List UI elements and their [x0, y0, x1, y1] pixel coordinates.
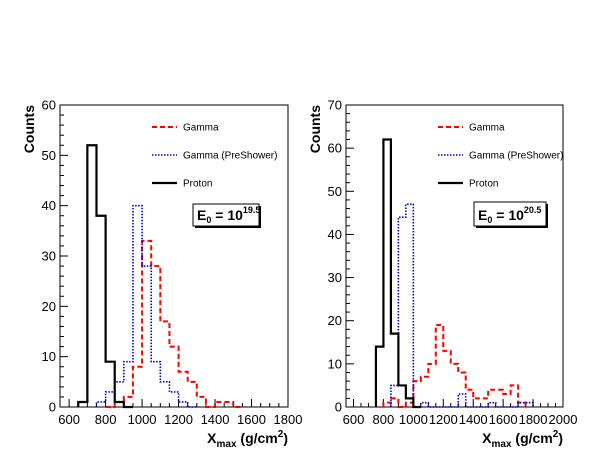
legend-label: Proton: [183, 179, 212, 190]
energy-label: E0 = 1020.5: [478, 205, 541, 225]
chart-panel-2: 600 800 1000 1200 1400 1600 1800 2000 0 10 20 30 40 5…: [307, 98, 577, 449]
energy-box: [192, 203, 260, 227]
legend-box: [146, 110, 280, 200]
y-tick-label: 60: [42, 98, 56, 113]
x-tick-label: 1800: [519, 412, 548, 427]
y-tick-label: 10: [42, 349, 56, 364]
histogram-proton: [77, 144, 133, 409]
energy-label: E0 = 1019.5: [197, 205, 260, 225]
histogram-proton: [374, 138, 421, 409]
y-axis-title: Counts: [307, 105, 323, 153]
legend-label: Gamma: [183, 123, 219, 134]
histogram-gamma: [105, 239, 243, 408]
x-tick-label: 1600: [489, 412, 518, 427]
chart-panel-1: 600 800 1000 1200 1400 1600 1800 0 10 20 30 40 50 60 C…: [21, 98, 302, 449]
y-tick-label: 40: [328, 227, 342, 242]
y-tick-label: 50: [42, 148, 56, 163]
y-tick-label: 10: [328, 356, 342, 371]
x-tick-label: 1200: [429, 412, 458, 427]
histogram-gamma-preshower: [390, 203, 534, 408]
x-tick-label: 1200: [164, 412, 193, 427]
histogram-gamma: [382, 324, 527, 408]
y-tick-label: 40: [42, 198, 56, 213]
x-tick-label: 1000: [399, 412, 428, 427]
x-axis-title: Xmax (g/cm2): [207, 429, 288, 449]
legend: Gamma Gamma (PreShower) Proton: [432, 110, 563, 200]
y-tick-label: 20: [42, 299, 56, 314]
x-tick-label: 800: [95, 412, 117, 427]
histogram-gamma-preshower: [95, 204, 197, 408]
y-tick-label: 50: [328, 184, 342, 199]
x-tick-label: 2000: [549, 412, 578, 427]
legend-label: Proton: [469, 179, 498, 190]
legend-label: Gamma (PreShower): [183, 151, 277, 162]
x-tick-label: 600: [343, 412, 365, 427]
y-tick-label: 20: [328, 313, 342, 328]
legend: Gamma Gamma (PreShower) Proton: [146, 110, 280, 200]
x-axis-title: Xmax (g/cm2): [482, 429, 563, 449]
x-tick-label: 1400: [459, 412, 488, 427]
y-axis-title: Counts: [21, 105, 37, 153]
y-tick-label: 0: [49, 400, 56, 415]
y-tick-label: 60: [328, 141, 342, 156]
x-tick-label: 1800: [274, 412, 303, 427]
legend-label: Gamma (PreShower): [469, 151, 563, 162]
y-tick-label: 30: [42, 249, 56, 264]
x-tick-label: 1000: [128, 412, 157, 427]
y-tick-label: 0: [335, 400, 342, 415]
x-tick-label: 800: [373, 412, 395, 427]
y-tick-label: 30: [328, 270, 342, 285]
x-tick-label: 1600: [237, 412, 266, 427]
x-tick-label: 1400: [201, 412, 230, 427]
x-tick-label: 600: [58, 412, 80, 427]
y-tick-label: 70: [328, 98, 342, 113]
legend-label: Gamma: [469, 123, 505, 134]
energy-box: [473, 201, 547, 227]
